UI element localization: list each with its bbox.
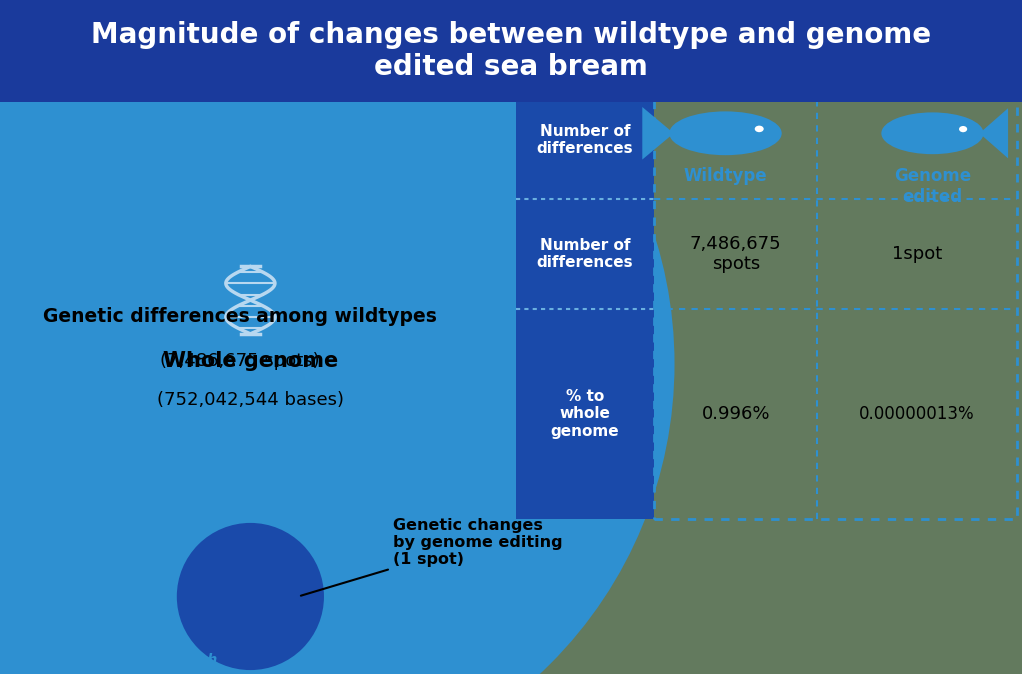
Ellipse shape [669, 111, 782, 155]
Text: (752,042,544 bases): (752,042,544 bases) [157, 391, 343, 409]
Text: Genome
edited: Genome edited [894, 167, 971, 206]
Text: Genetic differences among wildtypes: Genetic differences among wildtypes [43, 307, 437, 326]
Ellipse shape [754, 125, 763, 132]
Text: Wildtype: Wildtype [684, 167, 768, 185]
Ellipse shape [177, 523, 324, 670]
Text: Whole genome: Whole genome [162, 350, 338, 371]
Text: Number of
differences: Number of differences [537, 124, 634, 156]
Ellipse shape [959, 126, 967, 132]
Ellipse shape [881, 113, 983, 154]
Text: Number of
differences: Number of differences [537, 238, 634, 270]
FancyBboxPatch shape [516, 81, 654, 519]
Polygon shape [642, 107, 673, 160]
Text: Genetic changes
by genome editing
(1 spot): Genetic changes by genome editing (1 spo… [300, 518, 563, 596]
Text: 0.00000013%: 0.00000013% [860, 405, 975, 423]
Text: 1spot: 1spot [892, 245, 942, 263]
Ellipse shape [0, 0, 675, 674]
Text: 7,486,675
spots: 7,486,675 spots [690, 235, 782, 274]
Text: % to
whole
genome: % to whole genome [551, 389, 619, 439]
Text: (7,486,675 spots): (7,486,675 spots) [160, 352, 320, 369]
Text: Source: RFI's own research: Source: RFI's own research [5, 653, 218, 667]
Text: Magnitude of changes between wildtype and genome
edited sea bream: Magnitude of changes between wildtype an… [91, 21, 931, 82]
Text: 0.996%: 0.996% [701, 405, 770, 423]
FancyBboxPatch shape [0, 0, 1022, 102]
Polygon shape [979, 109, 1008, 158]
